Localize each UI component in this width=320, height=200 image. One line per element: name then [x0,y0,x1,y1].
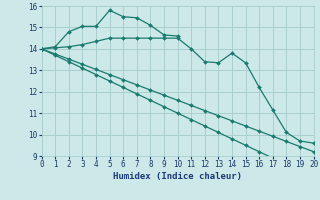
X-axis label: Humidex (Indice chaleur): Humidex (Indice chaleur) [113,172,242,181]
